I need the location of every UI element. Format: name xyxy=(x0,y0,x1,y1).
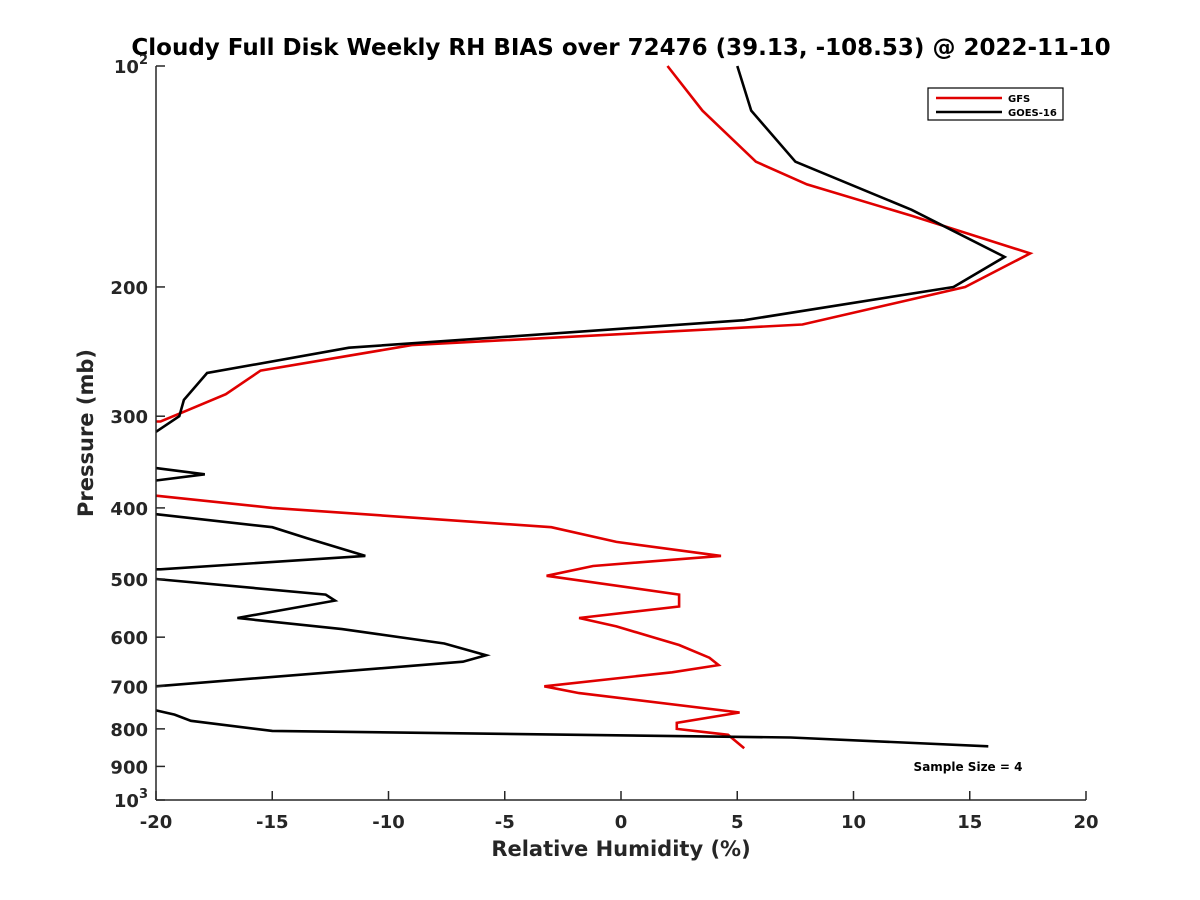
x-tick-label: 0 xyxy=(615,812,628,833)
legend: GFS GOES-16 xyxy=(927,87,1064,121)
x-tick-label: 15 xyxy=(957,812,982,833)
x-tick-label: 10 xyxy=(841,812,866,833)
sample-size-note: Sample Size = 4 xyxy=(914,760,1023,774)
y-tick-label: 102 xyxy=(114,53,148,78)
y-tick-label-exponent: 3 xyxy=(139,787,148,802)
y-tick-label: 300 xyxy=(110,407,148,428)
x-tick-label: 20 xyxy=(1073,812,1098,833)
y-tick-label: 200 xyxy=(110,278,148,299)
series-line-gfs xyxy=(156,65,1034,423)
y-tick-label: 600 xyxy=(110,628,148,649)
x-tick-label: -15 xyxy=(256,812,289,833)
series-line-goes-16 xyxy=(155,709,989,748)
y-tick-label: 103 xyxy=(114,787,148,812)
x-tick-label: 5 xyxy=(731,812,744,833)
legend-label: GFS xyxy=(1008,94,1030,105)
y-tick-label: 500 xyxy=(110,570,148,591)
y-tick-label: 400 xyxy=(110,499,148,520)
legend-box xyxy=(927,87,1064,121)
x-tick-label: -10 xyxy=(372,812,405,833)
y-tick-label-exponent: 2 xyxy=(139,53,148,68)
y-tick-label-base: 10 xyxy=(114,791,139,812)
x-tick-label: -5 xyxy=(495,812,515,833)
chart-title: Cloudy Full Disk Weekly RH BIAS over 724… xyxy=(131,35,1110,61)
y-tick-label: 900 xyxy=(110,757,148,778)
y-axis-label: Pressure (mb) xyxy=(74,349,98,517)
series-line-goes-16 xyxy=(155,65,1008,433)
y-tick-label: 800 xyxy=(110,720,148,741)
y-tick-label: 700 xyxy=(110,677,148,698)
series-layer xyxy=(155,65,1034,750)
y-tick-label-base: 10 xyxy=(114,57,139,78)
series-line-gfs xyxy=(155,494,746,750)
legend-label: GOES-16 xyxy=(1008,108,1057,119)
x-ticks: -20 -15 -10 -5 0 5 10 15 20 xyxy=(140,791,1099,833)
x-axis-label: Relative Humidity (%) xyxy=(491,837,750,861)
series-gfs xyxy=(155,65,1034,750)
series-line-goes-16 xyxy=(155,512,366,571)
series-goes-16 xyxy=(155,65,1008,748)
x-tick-label: -20 xyxy=(140,812,173,833)
